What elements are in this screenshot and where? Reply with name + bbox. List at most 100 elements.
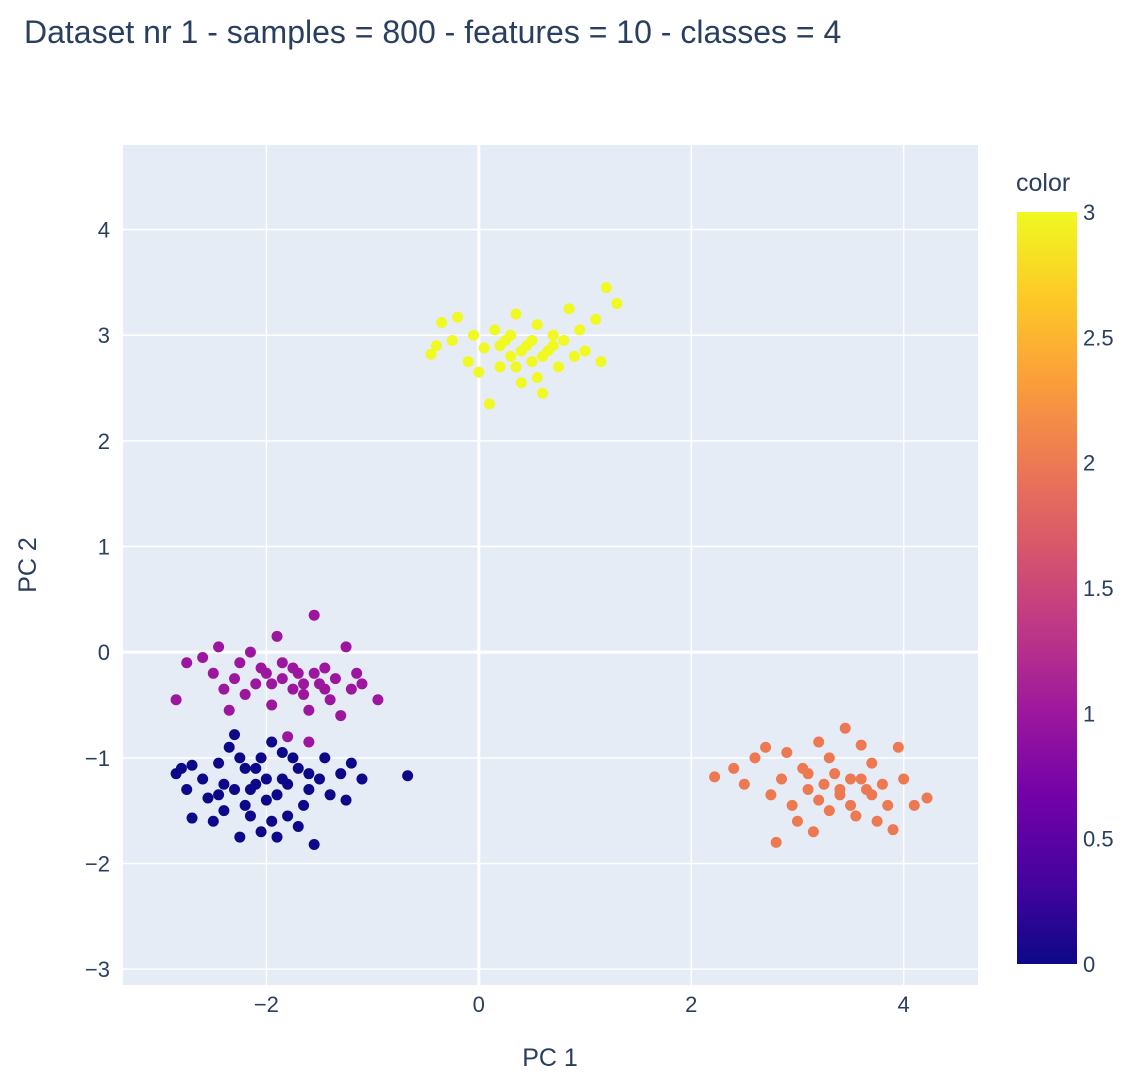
data-point-class-0 — [234, 752, 246, 764]
data-point-class-3 — [436, 317, 448, 329]
data-point-class-1 — [303, 736, 315, 748]
colorbar-gradient — [1017, 212, 1077, 964]
data-point-class-0 — [186, 759, 198, 771]
y-tick-label: −2 — [85, 851, 110, 876]
data-point-class-1 — [181, 657, 193, 669]
data-point-class-0 — [303, 768, 315, 780]
data-point-class-3 — [494, 361, 506, 373]
data-point-class-3 — [526, 356, 538, 368]
data-point-class-1 — [345, 683, 357, 695]
data-points — [170, 282, 933, 850]
data-point-class-3 — [430, 340, 442, 352]
data-point-class-2 — [908, 799, 920, 811]
data-point-class-1 — [298, 678, 310, 690]
data-point-class-3 — [510, 308, 522, 320]
data-point-class-3 — [595, 356, 607, 368]
data-point-class-1 — [298, 688, 310, 700]
data-point-class-2 — [786, 799, 798, 811]
data-point-class-3 — [579, 345, 591, 357]
data-point-class-1 — [287, 662, 299, 674]
data-point-class-0 — [239, 799, 251, 811]
data-point-class-2 — [818, 778, 830, 790]
data-point-class-3 — [568, 350, 580, 362]
data-point-class-3 — [483, 398, 495, 410]
data-point-class-3 — [574, 324, 586, 336]
data-point-class-0 — [266, 736, 278, 748]
data-point-class-0 — [402, 770, 414, 782]
data-point-class-2 — [807, 826, 819, 838]
data-point-class-1 — [213, 641, 225, 653]
data-point-class-3 — [467, 329, 479, 341]
data-point-class-3 — [590, 313, 602, 325]
data-point-class-2 — [855, 773, 867, 785]
data-point-class-0 — [207, 815, 219, 827]
colorbar-tick-label: 2 — [1083, 451, 1095, 476]
data-point-class-2 — [839, 722, 851, 734]
data-point-class-2 — [845, 773, 857, 785]
data-point-class-0 — [255, 826, 267, 838]
data-point-class-2 — [823, 752, 835, 764]
data-point-class-2 — [866, 757, 878, 769]
data-point-class-1 — [207, 667, 219, 679]
data-point-class-3 — [515, 345, 527, 357]
colorbar-tick-label: 3 — [1083, 200, 1095, 225]
colorbar-ticks: 0 0.5 1 1.5 2 2.5 3 — [1083, 200, 1114, 977]
data-point-class-3 — [611, 297, 623, 309]
data-point-class-1 — [324, 694, 336, 706]
data-point-class-1 — [335, 710, 347, 722]
data-point-class-0 — [213, 789, 225, 801]
data-point-class-0 — [234, 831, 246, 843]
data-point-class-2 — [921, 792, 933, 804]
y-tick-label: 3 — [98, 323, 110, 348]
data-point-class-0 — [287, 752, 299, 764]
data-point-class-1 — [244, 646, 256, 658]
data-point-class-0 — [313, 773, 325, 785]
data-point-class-0 — [298, 799, 310, 811]
data-point-class-0 — [202, 792, 214, 804]
colorbar: color 0 0.5 1 1.5 2 2.5 3 — [1016, 169, 1114, 977]
data-point-class-2 — [882, 799, 894, 811]
data-point-class-0 — [260, 773, 272, 785]
data-point-class-2 — [887, 824, 899, 836]
data-point-class-1 — [255, 662, 267, 674]
data-point-class-2 — [823, 805, 835, 817]
colorbar-tick-label: 0.5 — [1083, 827, 1114, 852]
data-point-class-0 — [239, 762, 251, 774]
data-point-class-3 — [425, 348, 437, 360]
data-point-class-2 — [813, 736, 825, 748]
data-point-class-0 — [175, 762, 187, 774]
data-point-class-3 — [505, 329, 517, 341]
data-point-class-3 — [505, 350, 517, 362]
data-point-class-0 — [282, 810, 294, 822]
x-tick-label: 0 — [473, 992, 485, 1017]
x-tick-label: 2 — [685, 992, 697, 1017]
data-point-class-1 — [276, 673, 288, 685]
data-point-class-2 — [760, 741, 772, 753]
data-point-class-0 — [282, 778, 294, 790]
chart-title: Dataset nr 1 - samples = 800 - features … — [24, 14, 842, 50]
data-point-class-0 — [345, 757, 357, 769]
data-point-class-3 — [452, 311, 464, 323]
data-point-class-2 — [876, 778, 888, 790]
data-point-class-0 — [218, 805, 230, 817]
data-point-class-0 — [324, 789, 336, 801]
data-point-class-2 — [709, 771, 721, 783]
data-point-class-2 — [845, 799, 857, 811]
data-point-class-3 — [547, 340, 559, 352]
data-point-class-3 — [473, 366, 485, 378]
data-point-class-2 — [802, 768, 814, 780]
colorbar-tick-label: 2.5 — [1083, 325, 1114, 350]
data-point-class-1 — [340, 641, 352, 653]
data-point-class-0 — [197, 773, 209, 785]
y-tick-label: −3 — [85, 957, 110, 982]
data-point-class-1 — [250, 678, 262, 690]
x-axis-title: PC 1 — [522, 1044, 578, 1072]
data-point-class-2 — [765, 789, 777, 801]
data-point-class-0 — [229, 729, 241, 741]
data-point-class-1 — [234, 657, 246, 669]
data-point-class-3 — [547, 329, 559, 341]
y-tick-label: −1 — [85, 746, 110, 771]
axis-ticks: −2 0 2 4 −3 −2 −1 0 1 2 3 4 — [85, 218, 910, 1017]
data-point-class-2 — [813, 794, 825, 806]
plot-area — [123, 145, 978, 985]
